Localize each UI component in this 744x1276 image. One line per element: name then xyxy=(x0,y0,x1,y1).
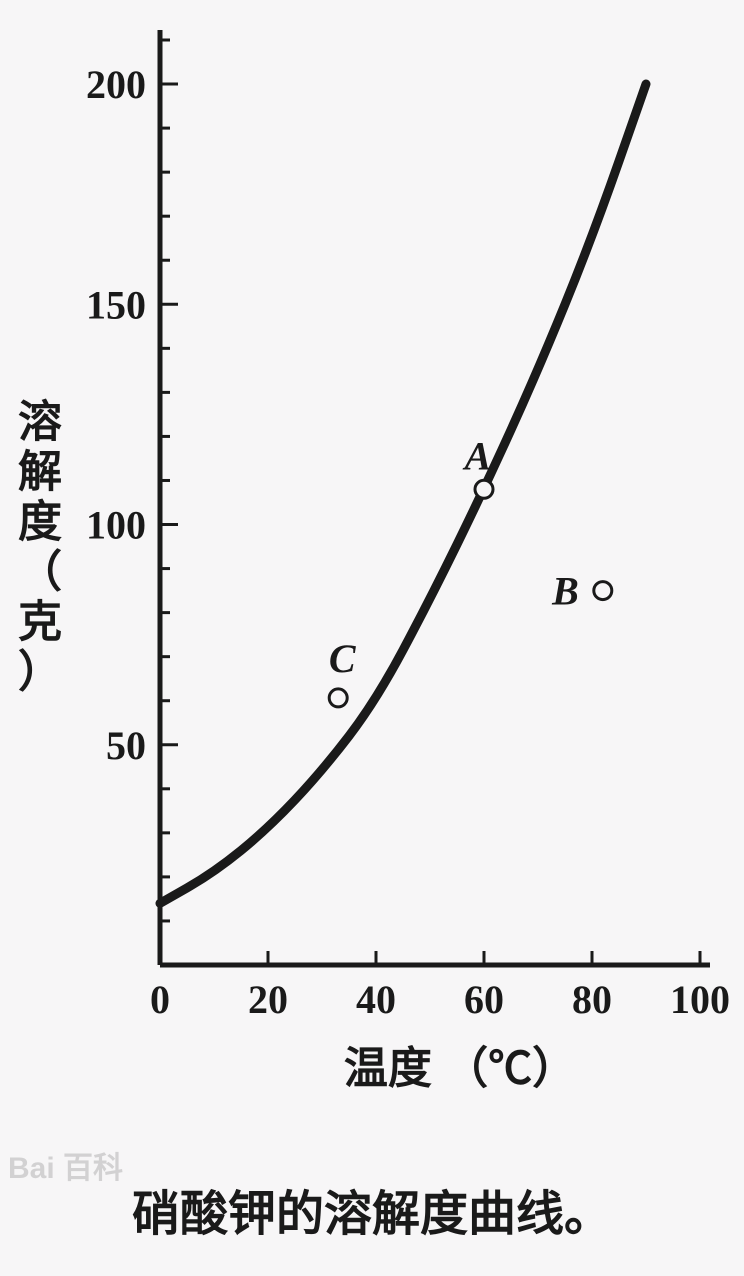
y-axis-title-char: 克 xyxy=(18,597,62,646)
x-tick-label: 100 xyxy=(670,977,730,1022)
x-tick-label: 80 xyxy=(572,977,612,1022)
chart-caption: 硝酸钾的溶解度曲线。 xyxy=(132,1188,612,1241)
point-c-label: C xyxy=(329,636,357,681)
watermark: Bai 百科 xyxy=(8,1152,123,1185)
y-tick-label: 100 xyxy=(86,503,146,548)
point-b-marker xyxy=(594,582,612,600)
x-tick-label: 40 xyxy=(356,977,396,1022)
x-tick-label: 60 xyxy=(464,977,504,1022)
x-tick-label: 0 xyxy=(150,977,170,1022)
y-axis-title-char: 解 xyxy=(18,447,62,496)
point-a-label: A xyxy=(462,433,492,478)
chart-container: 50 100 150 200 0 20 40 60 80 100 A B C 温度 （℃） 溶解度（克） 硝酸… xyxy=(0,0,744,1276)
x-axis-title: 温度 （℃） xyxy=(344,1044,576,1093)
y-tick-label: 150 xyxy=(86,282,146,327)
y-tick-label: 200 xyxy=(86,62,146,107)
y-axis-title-char: （ xyxy=(18,547,62,596)
y-axis-title-char: 溶 xyxy=(18,397,62,446)
solubility-chart: 50 100 150 200 0 20 40 60 80 100 A B C 温度 （℃） 溶解度（克） 硝酸… xyxy=(0,0,744,1276)
point-b-label: B xyxy=(551,569,579,614)
y-axis-title-char: 度 xyxy=(18,497,62,546)
y-axis-title-char: ） xyxy=(18,647,62,696)
point-c-marker xyxy=(329,689,347,707)
x-tick-label: 20 xyxy=(248,977,288,1022)
y-tick-label: 50 xyxy=(106,723,146,768)
point-a-marker xyxy=(475,480,493,498)
